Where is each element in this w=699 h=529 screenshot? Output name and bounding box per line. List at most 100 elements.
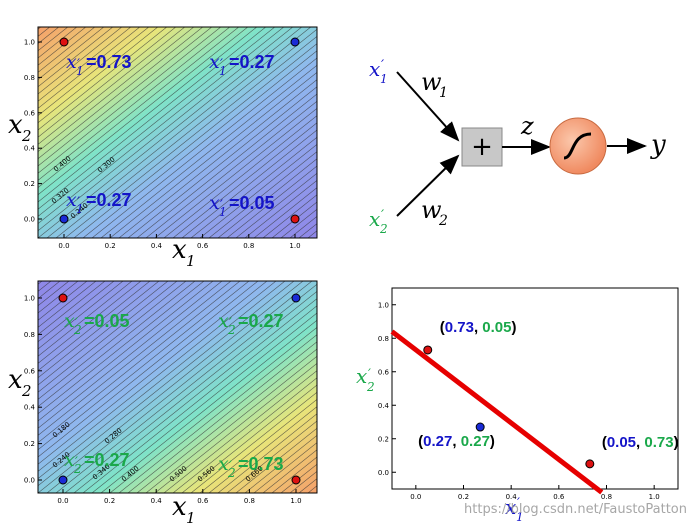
bottom-left-contour-plot: 0.0 0.2 0.4 0.6 0.8 1.0 0.0 0.2 0.4 0.6 0.8 1.0 0.1… [0, 270, 330, 527]
z-label: z [520, 112, 534, 140]
corner-label: x ′ 1 =0.73 [66, 51, 132, 78]
top-left-contour-plot: 0.0 0.2 0.4 0.6 0.8 1.0 0.0 0.2 0.4 0.6 0.8 1.0 0.4… [0, 0, 330, 270]
contour-line [253, 442, 317, 493]
contour-line [55, 283, 317, 493]
x-tick-label: 0.2 [105, 242, 116, 250]
svg-text:′: ′ [229, 459, 232, 474]
contour-line [316, 237, 317, 238]
contour-line [64, 291, 317, 493]
svg-text:x: x [356, 364, 367, 388]
contour-line [82, 50, 317, 238]
svg-text:2: 2 [366, 380, 375, 394]
contour-line [38, 281, 106, 335]
contour-line [136, 93, 317, 238]
svg-text:1: 1 [516, 510, 524, 524]
contour-line [38, 281, 178, 393]
contour-line [38, 27, 302, 238]
contour-line [91, 312, 317, 493]
contour-line [253, 187, 317, 238]
contour-line [38, 281, 133, 357]
y-tick-label: 0.8 [378, 335, 389, 343]
contour-line [38, 27, 266, 210]
contour-line [38, 281, 124, 350]
y-tick-label: 0.4 [24, 145, 36, 153]
contour-line [109, 327, 317, 493]
x-tick-label: 0.4 [151, 242, 163, 250]
x-tick-label: 0.8 [601, 493, 612, 501]
y-tick-label: 0.4 [378, 402, 390, 410]
contour-line [38, 281, 169, 386]
svg-text:2: 2 [379, 222, 388, 236]
contour-line [38, 27, 95, 73]
contour-line [271, 201, 317, 238]
x-tick-label: 0.6 [197, 242, 209, 250]
contour-line [127, 341, 317, 493]
contour-line [38, 281, 259, 458]
data-point-red [58, 293, 68, 303]
x-axis-label: x 1 [172, 235, 196, 270]
contour-line [55, 28, 317, 238]
contour-line [38, 281, 214, 422]
svg-text:=0.73: =0.73 [86, 52, 132, 72]
contour-line [38, 27, 194, 152]
contour-line [38, 281, 196, 407]
x-tick-label: 1.0 [290, 497, 301, 505]
y-tick-label: 0.2 [24, 180, 35, 188]
data-point-red [291, 475, 301, 485]
contour-line [154, 363, 317, 493]
contour-line [145, 355, 317, 493]
contour-line [38, 27, 104, 80]
point-label: (0.27, 0.27) [418, 433, 495, 450]
svg-text:x: x [218, 310, 229, 332]
y-tick-label: 0.0 [24, 477, 35, 485]
svg-text:1: 1 [76, 64, 84, 78]
svg-text:′: ′ [517, 496, 520, 511]
contour-line [326, 27, 330, 238]
y-tick-label: 0.0 [378, 469, 389, 477]
y-axis-label: x 2 [8, 110, 32, 145]
svg-text:=0.05: =0.05 [229, 193, 275, 213]
contour-line [262, 194, 317, 238]
contour-line [199, 399, 317, 493]
contour-line [38, 281, 223, 429]
svg-text:′: ′ [381, 58, 385, 74]
contour-line [226, 420, 317, 493]
scatter-x-axis-label: x ′ 1 [505, 495, 524, 524]
contour-line [38, 281, 142, 364]
contour-line [38, 281, 250, 451]
contour-line [38, 27, 167, 131]
contour-line [326, 281, 330, 493]
svg-text:=0.27: =0.27 [84, 450, 130, 470]
contour-line [38, 27, 185, 145]
contour-line [38, 27, 131, 102]
point-label: (0.05, 0.73) [602, 434, 679, 451]
svg-text:x: x [369, 207, 380, 231]
contour-line [38, 281, 115, 343]
svg-text:′: ′ [229, 316, 232, 331]
scatter-point [475, 422, 485, 432]
contour-line [38, 281, 151, 371]
corner-label: x ′ 1 =0.05 [209, 192, 275, 219]
contour-line [38, 27, 86, 66]
contour-line [190, 391, 317, 493]
corner-label: x ′ 2 =0.27 [218, 310, 284, 337]
transformed-scatter-plot: 0.0 0.2 0.4 0.6 0.8 1.0 0.0 0.2 0.4 0.6 0.8 1.0 (0.… [345, 275, 695, 525]
contour-line [100, 319, 317, 493]
x-tick-label: 1.0 [289, 242, 300, 250]
contour-line [38, 281, 241, 443]
contour-line [109, 72, 317, 238]
contour-line [38, 27, 293, 232]
svg-text:′: ′ [75, 455, 78, 470]
contour-line [38, 27, 248, 196]
contour-line [190, 136, 317, 238]
x-tick-label: 0.6 [197, 497, 209, 505]
contour-line [38, 27, 122, 95]
x-tick-label: 0.8 [243, 242, 254, 250]
contour-line [38, 27, 212, 167]
contour-line [172, 122, 317, 238]
svg-text:x: x [8, 365, 23, 395]
x-tick-label: 0.6 [553, 493, 565, 501]
contour-line [127, 86, 317, 238]
contour-line [38, 281, 295, 487]
y-tick-label: 0.8 [24, 331, 35, 339]
